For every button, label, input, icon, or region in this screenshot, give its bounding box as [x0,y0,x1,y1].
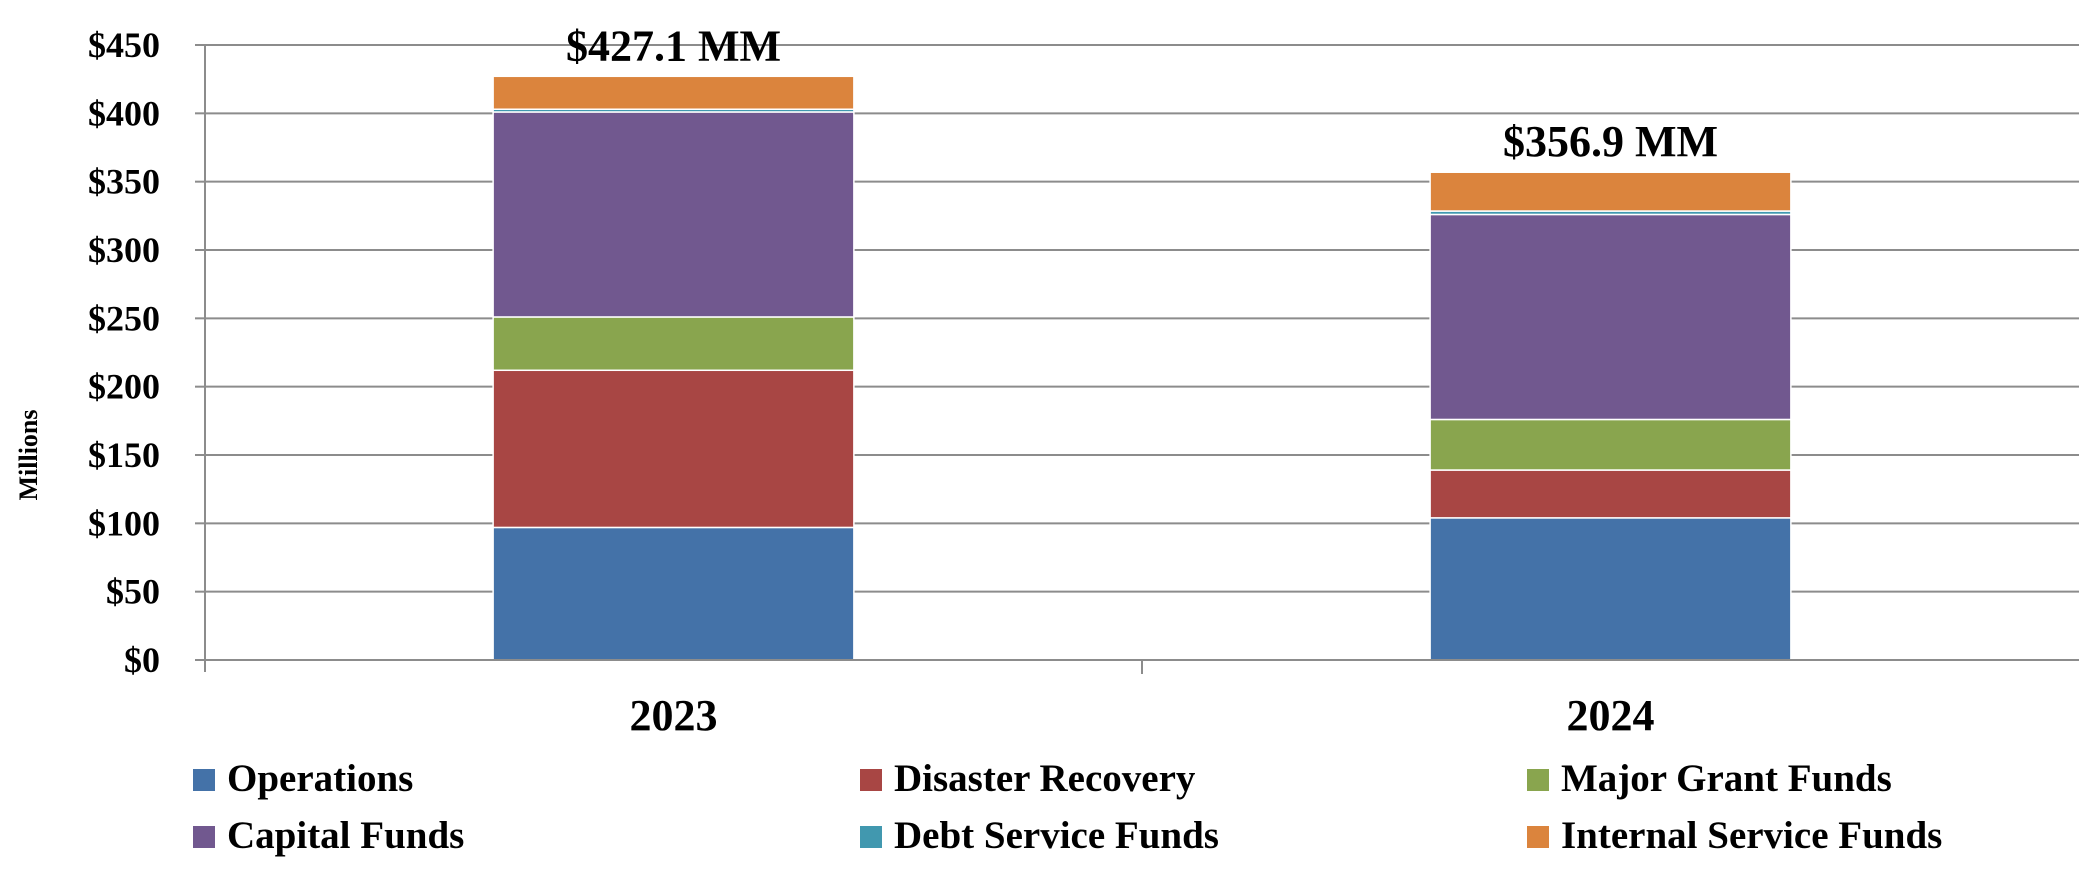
legend-swatch-internal-service-funds [1527,826,1549,848]
total-label: $356.9 MM [1503,117,1718,166]
bar-segment-operations [492,526,855,661]
y-tick-label: $0 [124,640,160,680]
legend-swatch-disaster-recovery [860,769,882,791]
total-label: $427.1 MM [566,21,781,70]
legend: Operations Disaster Recovery Major Grant F… [193,757,1942,857]
legend-swatch-operations [193,769,215,791]
bar-segment-capital-funds [492,111,855,318]
legend-swatch-debt-service-funds [860,826,882,848]
y-tick-label: $250 [88,298,160,338]
total-labels: $427.1 MM $356.9 MM [566,21,1718,166]
bar-segment-major-grant-funds [1429,418,1792,471]
bar-segment-internal-service-funds [1429,171,1792,212]
legend-label-disaster-recovery: Disaster Recovery [894,757,1196,800]
legend-label-internal-service-funds: Internal Service Funds [1561,814,1942,857]
x-tick-labels: 2023 2024 [630,691,1655,740]
legend-swatch-capital-funds [193,826,215,848]
y-tick-label: $450 [88,25,160,65]
y-axis-title: Millions [14,409,43,500]
axes [195,44,2079,674]
legend-swatch-major-grant-funds [1527,769,1549,791]
bar-segment-operations [1429,517,1792,661]
legend-label-operations: Operations [227,757,413,800]
y-tick-label: $200 [88,367,160,407]
x-tick-label: 2024 [1567,691,1655,740]
y-tick-label: $100 [88,503,160,543]
legend-label-debt-service-funds: Debt Service Funds [894,814,1219,857]
legend-label-major-grant-funds: Major Grant Funds [1561,757,1892,800]
y-tick-label: $350 [88,162,160,202]
gridlines [205,44,2079,593]
y-tick-label: $300 [88,230,160,270]
legend-label-capital-funds: Capital Funds [227,814,464,857]
bar-segment-internal-service-funds [492,75,855,110]
y-tick-label: $400 [88,93,160,133]
x-tick-label: 2023 [630,691,718,740]
bar-segment-disaster-recovery [492,369,855,529]
bar-stacks [492,75,1792,661]
y-tick-label: $50 [106,572,160,612]
bar-segment-major-grant-funds [492,316,855,372]
bar-segment-capital-funds [1429,213,1792,421]
bar-segment-disaster-recovery [1429,469,1792,519]
y-tick-labels: $0 $50 $100 $150 $200 $250 $300 $350 $400 $450 [88,25,160,680]
y-tick-label: $150 [88,435,160,475]
